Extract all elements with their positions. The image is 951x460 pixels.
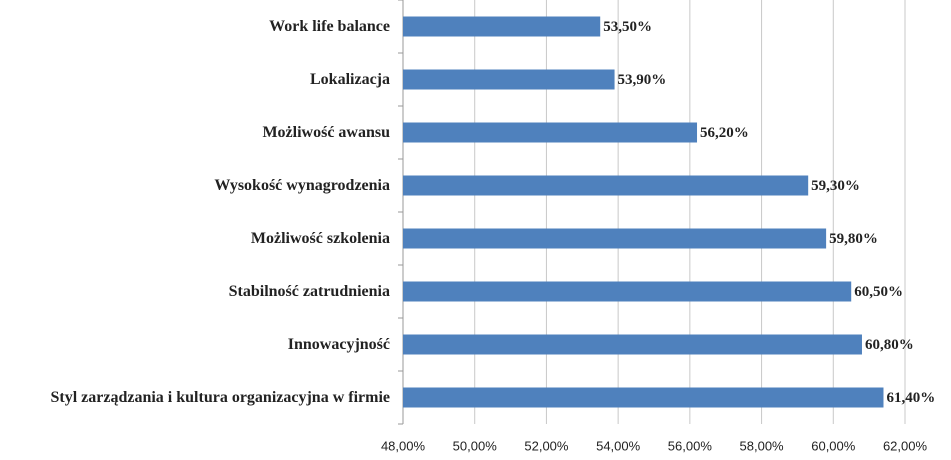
x-tick-label: 60,00%: [811, 438, 856, 453]
category-label-box: Work life balance: [269, 17, 390, 37]
value-label: 61,40%: [886, 390, 935, 406]
bar: [403, 334, 862, 355]
bar: [403, 387, 884, 408]
category-label-box: Lokalizacja: [310, 70, 390, 90]
category-label-box: Styl zarządzania i kultura organizacyjna…: [50, 388, 390, 408]
value-label: 59,30%: [811, 178, 860, 194]
bar: [403, 228, 827, 249]
value-label: 56,20%: [700, 125, 749, 141]
value-label: 53,90%: [618, 72, 667, 88]
y-tick-label: Styl zarządzania i kultura organizacyjna…: [50, 388, 390, 406]
x-tick-label: 48,00%: [381, 438, 426, 453]
y-tick-label: Wysokość wynagrodzenia: [214, 176, 390, 194]
x-tick-label: 56,00%: [668, 438, 713, 453]
bar: [403, 69, 615, 90]
x-tick-label: 52,00%: [524, 438, 569, 453]
x-tick-label: 58,00%: [740, 438, 785, 453]
y-tick-label: Lokalizacja: [310, 70, 390, 88]
y-tick-label: Możliwość szkolenia: [250, 229, 390, 247]
category-label-box: Możliwość szkolenia: [251, 229, 390, 249]
value-label: 60,50%: [854, 284, 903, 300]
bar: [403, 122, 698, 143]
x-tick-label: 50,00%: [453, 438, 498, 453]
bar: [403, 16, 601, 37]
y-tick-label: Stabilność zatrudnienia: [228, 282, 390, 300]
y-tick-label: Innowacyjność: [287, 335, 390, 353]
category-label-box: Wysokość wynagrodzenia: [214, 176, 390, 196]
x-tick-label: 62,00%: [883, 438, 928, 453]
value-label: 59,80%: [829, 231, 878, 247]
x-tick-label: 54,00%: [596, 438, 641, 453]
bar: [403, 175, 809, 196]
category-label-box: Możliwość awansu: [262, 123, 390, 143]
value-label: 60,80%: [865, 337, 914, 353]
y-tick-label: Work life balance: [269, 17, 390, 35]
value-label: 53,50%: [603, 19, 652, 35]
category-label-box: Innowacyjność: [288, 335, 390, 355]
bar: [403, 281, 852, 302]
category-label-box: Stabilność zatrudnienia: [229, 282, 390, 302]
y-tick-label: Możliwość awansu: [262, 123, 390, 141]
